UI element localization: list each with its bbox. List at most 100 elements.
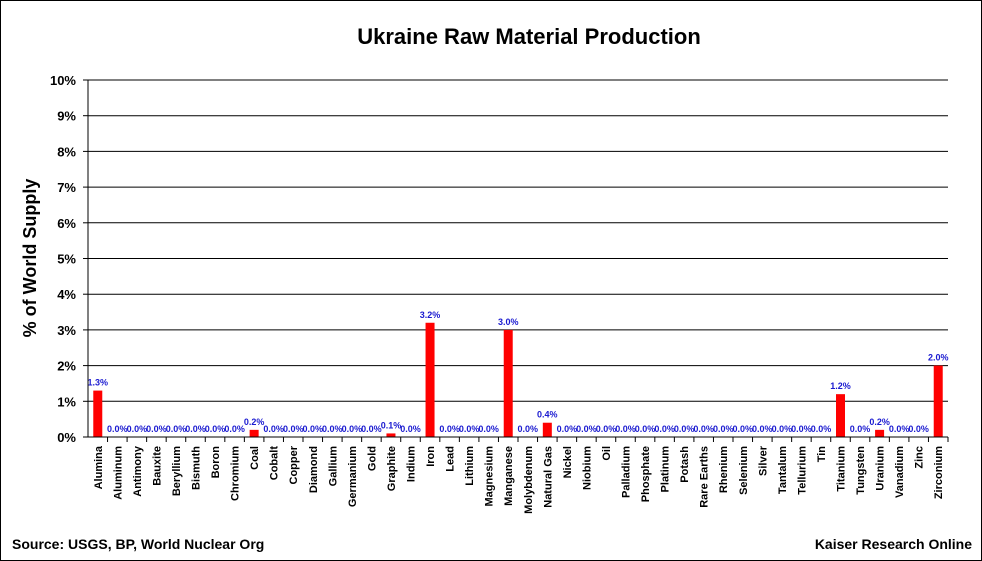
data-label: 0.0% [557,424,578,434]
bar [249,429,259,437]
category-label: Gold [366,446,378,471]
data-label: 0.0% [107,424,128,434]
data-label: 2.0% [928,353,949,363]
data-label: 0.0% [693,424,714,434]
y-tick-label: 0% [57,430,76,445]
y-tick-label: 5% [57,252,76,267]
category-label: Rare Earths [699,446,711,508]
y-tick-labels: 0% 1% 2% 3% 4% 5% 6% 7% 8% 9% 10% [50,73,76,445]
category-label: Lithium [464,446,476,486]
category-label: Potash [679,446,691,483]
category-label: Graphite [386,446,398,491]
category-label: Bauxite [151,446,163,486]
category-label: Molybdenum [523,446,535,514]
category-label: Aluminum [112,446,124,500]
category-label: Gallium [327,446,339,487]
category-label: Tin [816,446,828,463]
data-label: 0.0% [713,424,734,434]
data-label: 0.0% [283,424,304,434]
data-label: 0.0% [205,424,226,434]
data-label: 0.0% [478,424,499,434]
data-label: 0.0% [146,424,167,434]
data-label: 0.0% [811,424,832,434]
data-label: 0.0% [322,424,343,434]
data-label: 0.4% [537,410,558,420]
data-label: 0.0% [263,424,284,434]
data-label: 0.2% [244,417,265,427]
category-labels: Alumina Aluminum Antimony Bauxite Beryllium B… [93,445,945,514]
y-tick-label: 3% [57,323,76,338]
category-label: Phosphate [640,446,652,502]
category-label: Zinc [914,446,926,469]
data-label: 3.0% [498,317,519,327]
data-label: 3.2% [420,310,441,320]
category-label: Bismuth [191,446,203,490]
category-label: Lead [445,446,457,472]
bar [542,422,552,437]
category-label: Diamond [308,446,320,493]
bar [836,394,845,437]
category-label: Beryllium [171,446,183,496]
data-label: 0.0% [615,424,636,434]
y-tick-label: 10% [50,73,76,88]
data-label: 0.1% [381,420,402,430]
category-label: Uranium [875,446,887,491]
category-label: Titanium [836,446,848,492]
data-label: 0.0% [576,424,597,434]
category-label: Tantalum [777,446,789,494]
data-label: 0.0% [635,424,656,434]
bar [386,433,396,437]
category-label: Zirconium [933,446,945,499]
category-label: Nickel [562,446,574,478]
source-note: Source: USGS, BP, World Nuclear Org [12,536,264,552]
category-label: Magnesium [484,446,496,507]
data-label: 0.0% [400,424,421,434]
bars [93,322,949,442]
category-label: Rhenium [718,446,730,493]
credit-note: Kaiser Research Online [815,536,972,552]
category-label: Oil [601,446,613,461]
y-tick-label: 9% [57,109,76,124]
bar [875,429,885,437]
category-label: Manganese [503,446,515,506]
data-label: 0.0% [185,424,206,434]
category-label: Silver [757,445,769,476]
y-tick-label: 2% [57,359,76,374]
category-label: Germanium [347,446,359,507]
data-label: 1.3% [88,378,109,388]
y-tick-label: 7% [57,180,76,195]
category-label: Selenium [738,446,750,495]
data-label: 0.0% [361,424,382,434]
bar [425,322,435,437]
data-label: 0.0% [224,424,245,434]
category-label: Iron [425,446,437,467]
data-label: 0.0% [772,424,793,434]
y-tick-label: 1% [57,394,76,409]
data-label: 0.0% [791,424,812,434]
category-label: Copper [288,445,300,484]
category-label: Boron [210,446,222,479]
category-label: Indium [406,446,418,482]
y-axis-label: % of World Supply [20,179,40,338]
data-label: 0.0% [166,424,187,434]
data-label: 0.0% [654,424,675,434]
category-label: Cobalt [269,446,281,481]
data-label: 0.0% [459,424,480,434]
data-label: 0.0% [733,424,754,434]
bar [93,390,103,437]
category-label: Tellurium [796,446,808,495]
category-label: Vanadium [894,446,906,498]
data-label: 0.0% [439,424,460,434]
y-tick-label: 8% [57,144,76,159]
category-label: Platinum [660,446,672,493]
category-label: Coal [249,446,261,470]
bar [503,329,513,437]
data-labels: 1.3%0.0% 0.0% 0.0% 0.0% 0.0% 0.0% 0.0%0.2%0.0%… [88,310,949,434]
gridlines [83,79,948,438]
y-tick-label: 6% [57,216,76,231]
data-label: 0.0% [850,424,871,434]
bar [933,365,943,437]
data-label: 0.0% [127,424,148,434]
